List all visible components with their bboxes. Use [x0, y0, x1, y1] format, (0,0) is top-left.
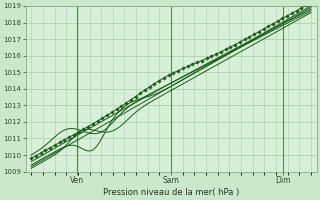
X-axis label: Pression niveau de la mer( hPa ): Pression niveau de la mer( hPa )	[103, 188, 239, 197]
